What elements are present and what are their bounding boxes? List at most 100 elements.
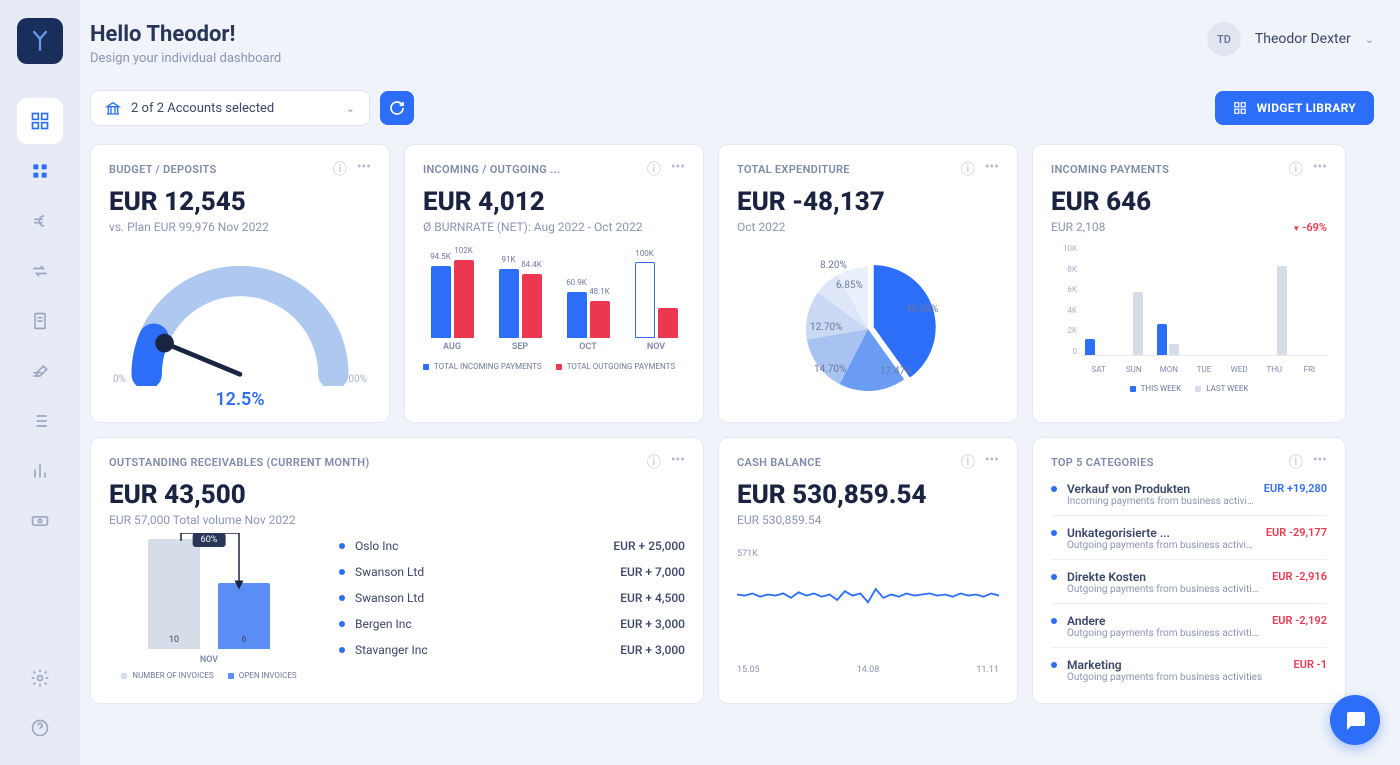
nav-cash[interactable]	[17, 498, 63, 544]
refresh-icon	[389, 100, 405, 116]
pct-badge: 60%	[193, 533, 226, 547]
cash-value: EUR 530,859.54	[737, 480, 999, 510]
budget-gauge	[110, 246, 370, 386]
receivables-list: Oslo Inc EUR + 25,000 Swanson Ltd EUR + …	[339, 539, 685, 680]
chevron-down-icon: ⌄	[346, 102, 355, 115]
chat-icon	[1343, 708, 1367, 732]
receivable-row[interactable]: Swanson Ltd EUR + 7,000	[339, 565, 685, 579]
card-title: CASH BALANCE	[737, 456, 821, 469]
info-icon[interactable]: ⓘ	[961, 159, 975, 179]
logo[interactable]	[17, 18, 63, 64]
info-icon[interactable]: ⓘ	[961, 452, 975, 472]
incoming-sub: EUR 2,108	[1051, 220, 1105, 234]
bar-group: 100K NOV	[631, 258, 681, 352]
widget-library-button[interactable]: WIDGET LIBRARY	[1215, 91, 1374, 125]
username: Theodor Dexter	[1255, 31, 1351, 47]
chevron-down-icon: ⌄	[1365, 33, 1374, 46]
bar-group: 60.9K 48.1K OCT	[563, 258, 613, 352]
burnrate-chart: 94.5K 102K AUG 91K 84.4K SEP 60.9K 48.1K…	[423, 252, 685, 352]
bar-group: 94.5K 102K AUG	[427, 258, 477, 352]
expenditure-value: EUR -48,137	[737, 187, 999, 217]
nav-chart[interactable]	[17, 448, 63, 494]
nav-transfer[interactable]	[17, 248, 63, 294]
topbar: Hello Theodor! Design your individual da…	[90, 22, 1374, 66]
nav-euro[interactable]	[17, 198, 63, 244]
grid-icon	[1233, 101, 1247, 115]
card-title: BUDGET / DEPOSITS	[109, 163, 217, 176]
nav-settings[interactable]	[17, 655, 63, 701]
greeting-title: Hello Theodor!	[90, 22, 281, 47]
incoming-delta: ▼ -69%	[1292, 221, 1327, 234]
cash-sparkline: 571K 15.0514.0811.11	[737, 545, 999, 675]
burnrate-sub: Ø BURNRATE (NET): Aug 2022 - Oct 2022	[423, 220, 685, 234]
card-title: INCOMING PAYMENTS	[1051, 163, 1169, 176]
user-menu[interactable]: TD Theodor Dexter ⌄	[1207, 22, 1374, 56]
incoming-value: EUR 646	[1051, 187, 1327, 217]
card-expenditure: TOTAL EXPENDITURE ⓘ ••• EUR -48,137 Oct 2…	[718, 144, 1018, 423]
card-title: TOTAL EXPENDITURE	[737, 163, 850, 176]
expenditure-pie: 40.08%17.47%14.70%12.70%6.85%8.20%	[768, 244, 968, 404]
more-icon[interactable]: •••	[1313, 452, 1327, 472]
card-title: TOP 5 CATEGORIES	[1051, 456, 1154, 469]
account-selector[interactable]: 2 of 2 Accounts selected ⌄	[90, 90, 370, 126]
bar-group: 91K 84.4K SEP	[495, 258, 545, 352]
avatar: TD	[1207, 22, 1241, 56]
card-title: OUTSTANDING RECEIVABLES (CURRENT MONTH)	[109, 456, 370, 469]
toolbar: 2 of 2 Accounts selected ⌄ WIDGET LIBRAR…	[90, 90, 1374, 126]
card-categories: TOP 5 CATEGORIES ⓘ ••• Verkauf von Produk…	[1032, 437, 1346, 704]
more-icon[interactable]: •••	[357, 159, 371, 179]
receivable-row[interactable]: Swanson Ltd EUR + 4,500	[339, 591, 685, 605]
recv-month: NOV	[109, 655, 309, 665]
card-receivables: OUTSTANDING RECEIVABLES (CURRENT MONTH) …	[90, 437, 704, 704]
main-content: Hello Theodor! Design your individual da…	[70, 0, 1400, 765]
card-title: INCOMING / OUTGOING ...	[423, 163, 560, 176]
chat-button[interactable]	[1330, 695, 1380, 745]
greeting: Hello Theodor! Design your individual da…	[90, 22, 281, 66]
nav-receipt[interactable]	[17, 298, 63, 344]
card-cash: CASH BALANCE ⓘ ••• EUR 530,859.54 EUR 530…	[718, 437, 1018, 704]
info-icon[interactable]: ⓘ	[647, 452, 661, 472]
spark-y-label: 571K	[737, 549, 758, 559]
nav-list[interactable]	[17, 398, 63, 444]
more-icon[interactable]: •••	[671, 159, 685, 179]
category-row[interactable]: Direkte Kosten Outgoing payments from bu…	[1051, 570, 1327, 604]
refresh-button[interactable]	[380, 91, 414, 125]
receivable-row[interactable]: Stavanger Inc EUR + 3,000	[339, 643, 685, 657]
nav-help[interactable]	[17, 705, 63, 751]
nav-apps[interactable]	[17, 148, 63, 194]
card-budget: BUDGET / DEPOSITS ⓘ••• EUR 12,545 vs. Pl…	[90, 144, 390, 423]
nav-dashboard[interactable]	[17, 98, 63, 144]
category-row[interactable]: Verkauf von Produkten Incoming payments …	[1051, 482, 1327, 516]
receivable-row[interactable]: Oslo Inc EUR + 25,000	[339, 539, 685, 553]
expenditure-sub: Oct 2022	[737, 220, 999, 234]
category-row[interactable]: Unkategorisierte ... Outgoing payments f…	[1051, 526, 1327, 560]
account-label: 2 of 2 Accounts selected	[131, 101, 274, 116]
info-icon[interactable]: ⓘ	[1289, 452, 1303, 472]
more-icon[interactable]: •••	[671, 452, 685, 472]
nav-edit[interactable]	[17, 348, 63, 394]
legend-this: THIS WEEK	[1141, 384, 1182, 393]
incoming-chart: 10K8K6K4K2K0	[1051, 244, 1327, 374]
bank-icon	[105, 100, 121, 116]
receivable-row[interactable]: Bergen Inc EUR + 3,000	[339, 617, 685, 631]
burnrate-value: EUR 4,012	[423, 187, 685, 217]
legend-open: OPEN INVOICES	[239, 671, 297, 680]
more-icon[interactable]: •••	[985, 159, 999, 179]
category-row[interactable]: Andere Outgoing payments from business a…	[1051, 614, 1327, 648]
card-incoming-payments: INCOMING PAYMENTS ⓘ ••• EUR 646 EUR 2,108…	[1032, 144, 1346, 423]
info-icon[interactable]: ⓘ	[647, 159, 661, 179]
receivables-sub: EUR 57,000 Total volume Nov 2022	[109, 513, 685, 527]
greeting-subtitle: Design your individual dashboard	[90, 51, 281, 66]
receivables-chart: 60% 10 6 NOV NUMBER OF INVOICES OPEN INV…	[109, 539, 309, 680]
sidebar	[0, 0, 80, 765]
budget-value: EUR 12,545	[109, 187, 371, 217]
legend-last: LAST WEEK	[1206, 384, 1248, 393]
category-row[interactable]: Marketing Outgoing payments from busines…	[1051, 658, 1327, 691]
legend-in: TOTAL INCOMING PAYMENTS	[434, 362, 542, 371]
cash-sub: EUR 530,859.54	[737, 513, 999, 527]
info-icon[interactable]: ⓘ	[1289, 159, 1303, 179]
receivables-value: EUR 43,500	[109, 480, 685, 510]
more-icon[interactable]: •••	[985, 452, 999, 472]
more-icon[interactable]: •••	[1313, 159, 1327, 179]
info-icon[interactable]: ⓘ	[333, 159, 347, 179]
